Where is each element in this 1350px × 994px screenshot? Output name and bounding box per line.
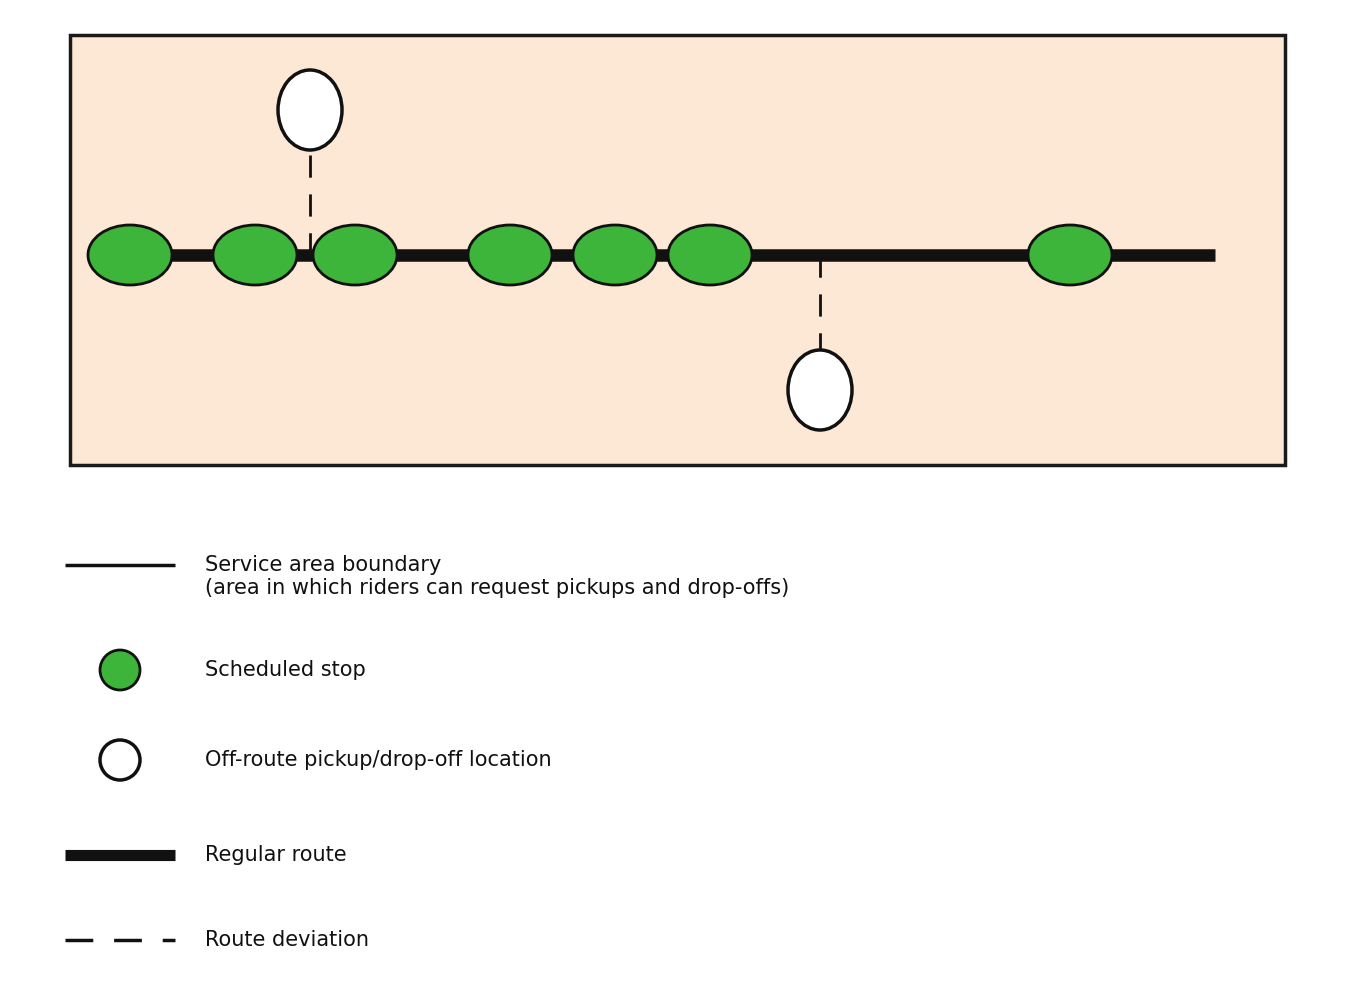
Ellipse shape (468, 225, 552, 285)
Ellipse shape (313, 225, 397, 285)
Ellipse shape (788, 350, 852, 430)
Ellipse shape (1027, 225, 1112, 285)
Bar (70, 35, 1285, 465)
Text: Route deviation: Route deviation (205, 930, 369, 950)
Ellipse shape (278, 70, 342, 150)
Ellipse shape (100, 740, 140, 780)
Text: Service area boundary
(area in which riders can request pickups and drop-offs): Service area boundary (area in which rid… (205, 555, 790, 598)
Ellipse shape (100, 650, 140, 690)
Ellipse shape (572, 225, 657, 285)
Text: Scheduled stop: Scheduled stop (205, 660, 366, 680)
Ellipse shape (213, 225, 297, 285)
Ellipse shape (88, 225, 171, 285)
Text: Off-route pickup/drop-off location: Off-route pickup/drop-off location (205, 750, 552, 770)
Text: Regular route: Regular route (205, 845, 347, 865)
Ellipse shape (668, 225, 752, 285)
